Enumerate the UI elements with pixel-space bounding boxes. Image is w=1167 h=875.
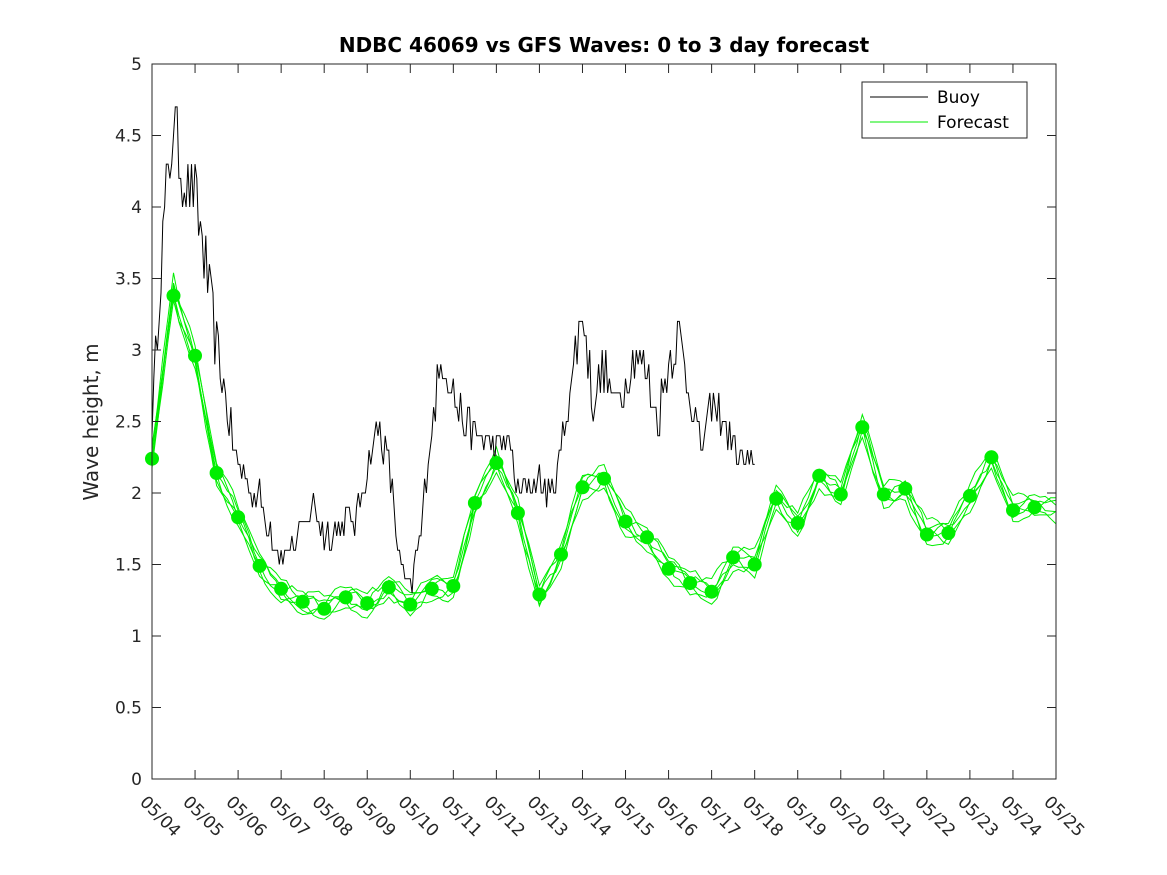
forecast-marker: [295, 594, 310, 609]
y-tick-label: 3.5: [115, 270, 142, 290]
forecast-marker: [855, 420, 870, 435]
forecast-marker: [489, 456, 504, 470]
forecast-marker: [683, 576, 698, 591]
forecast-marker: [554, 547, 568, 562]
forecast-markers: [145, 288, 1042, 616]
forecast-marker: [1006, 503, 1020, 518]
y-tick-label: 3: [131, 341, 142, 361]
chart-title: NDBC 46069 vs GFS Waves: 0 to 3 day fore…: [339, 33, 870, 57]
forecast-marker: [510, 506, 525, 520]
forecast-marker: [876, 487, 891, 502]
forecast-marker: [1027, 500, 1042, 515]
forecast-marker: [166, 288, 181, 303]
forecast-marker: [338, 590, 353, 605]
legend-box: [861, 81, 1028, 139]
forecast-marker: [252, 558, 267, 573]
forecast-marker: [403, 597, 418, 612]
forecast-marker: [618, 514, 633, 529]
forecast-line-5: [151, 272, 1057, 616]
forecast-marker: [769, 491, 784, 506]
forecast-marker: [962, 488, 977, 503]
forecast-marker: [467, 496, 482, 510]
buoy-series: [151, 106, 755, 594]
forecast-marker: [532, 587, 547, 602]
forecast-marker: [188, 348, 202, 363]
forecast-marker: [575, 480, 590, 495]
buoy-line: [151, 106, 755, 594]
forecast-marker: [640, 530, 654, 545]
forecast-marker: [274, 581, 289, 596]
forecast-marker: [941, 526, 956, 540]
forecast-marker: [381, 580, 396, 595]
legend: Buoy Forecast: [861, 81, 1028, 139]
forecast-marker: [790, 516, 805, 530]
forecast-marker: [360, 596, 375, 611]
forecast-marker: [833, 487, 848, 502]
forecast-marker: [446, 579, 461, 593]
forecast-marker: [812, 468, 827, 483]
plot-area: [152, 64, 1056, 779]
forecast-marker: [898, 481, 913, 496]
forecast-marker: [597, 471, 611, 486]
y-axis: 0 0.5 1 1.5 2 2.5 3 3.5 4 4.5 5: [115, 55, 1056, 790]
forecast-marker: [747, 557, 762, 572]
y-tick-label: 2.5: [115, 413, 142, 433]
y-tick-label: 2: [131, 484, 142, 504]
y-tick-label: 0.5: [115, 699, 142, 719]
forecast-line-3: [151, 300, 1057, 613]
forecast-marker: [919, 527, 934, 542]
forecast-marker: [424, 581, 439, 596]
forecast-marker: [209, 466, 224, 480]
forecast-marker: [661, 561, 676, 576]
y-tick-label: 4: [131, 198, 142, 218]
forecast-marker: [984, 450, 999, 465]
forecast-marker: [317, 601, 332, 616]
y-tick-label: 4.5: [115, 127, 142, 147]
y-axis-label: Wave height, m: [79, 343, 103, 500]
y-tick-label: 1.5: [115, 556, 142, 576]
y-tick-label: 0: [131, 770, 142, 790]
y-tick-label: 5: [131, 55, 142, 75]
forecast-marker: [231, 510, 246, 525]
y-tick-label: 1: [131, 627, 142, 647]
legend-label-forecast: Forecast: [937, 113, 1009, 133]
forecast-marker: [704, 584, 719, 599]
forecast-marker: [726, 550, 741, 565]
legend-label-buoy: Buoy: [937, 88, 980, 108]
